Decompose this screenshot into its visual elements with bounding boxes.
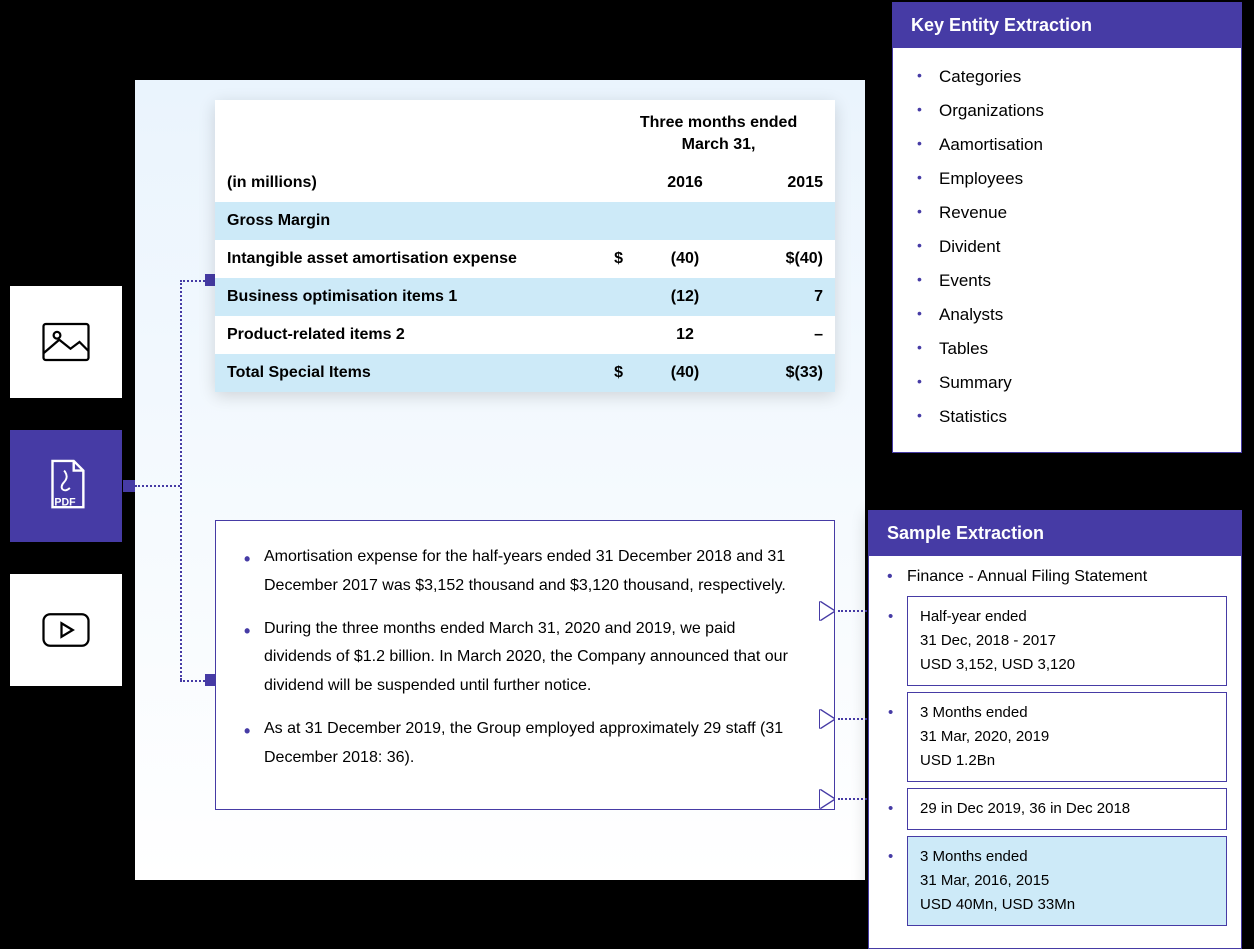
- entity-item[interactable]: Employees: [911, 162, 1223, 196]
- row-currency: [602, 316, 635, 354]
- connector-line: [135, 485, 180, 487]
- entity-item[interactable]: Revenue: [911, 196, 1223, 230]
- connector-dot: [123, 480, 135, 492]
- row-value-2015: $(40): [735, 240, 835, 278]
- entity-item[interactable]: Aamortisation: [911, 128, 1223, 162]
- connector-line: [180, 280, 205, 282]
- row-value-2016: 12: [635, 316, 735, 354]
- connector-line: [180, 680, 205, 682]
- row-label: Business optimisation items 1: [215, 278, 602, 316]
- entity-item[interactable]: Events: [911, 264, 1223, 298]
- arrow-icon: [820, 602, 834, 620]
- image-file-card[interactable]: [10, 286, 122, 398]
- row-value-2016: (12): [635, 278, 735, 316]
- pdf-file-card[interactable]: PDF: [10, 430, 122, 542]
- entity-item[interactable]: Organizations: [911, 94, 1223, 128]
- financial-table: Three months ended March 31, (in million…: [215, 100, 835, 392]
- row-value-2016: [635, 202, 735, 240]
- row-value-2015: 7: [735, 278, 835, 316]
- table-row: Business optimisation items 1 (12)7: [215, 278, 835, 316]
- table-row: Total Special Items$(40)$(33): [215, 354, 835, 392]
- sample-item[interactable]: 29 in Dec 2019, 36 in Dec 2018: [907, 788, 1227, 830]
- row-value-2015: $(33): [735, 354, 835, 392]
- table-unit-label: (in millions): [215, 164, 602, 202]
- sample-panel-title: Sample Extraction: [869, 511, 1241, 556]
- row-label: Gross Margin: [215, 202, 602, 240]
- table-col-2015: 2015: [735, 164, 835, 202]
- table-row: Product-related items 2 12–: [215, 316, 835, 354]
- arrow-icon: [820, 710, 834, 728]
- excerpt-item: During the three months ended March 31, …: [244, 615, 806, 701]
- sample-item[interactable]: 3 Months ended31 Mar, 2016, 2015USD 40Mn…: [907, 836, 1227, 926]
- svg-text:PDF: PDF: [54, 496, 76, 508]
- financial-table-card: Three months ended March 31, (in million…: [215, 100, 835, 392]
- row-currency: $: [602, 354, 635, 392]
- entity-item[interactable]: Analysts: [911, 298, 1223, 332]
- sample-category: Finance - Annual Filing Statement: [883, 568, 1227, 586]
- table-period-sub: March 31,: [602, 136, 835, 164]
- table-row: Gross Margin: [215, 202, 835, 240]
- row-currency: [602, 202, 635, 240]
- pdf-icon: PDF: [39, 459, 93, 513]
- sample-extraction-panel: Sample Extraction Finance - Annual Filin…: [868, 510, 1242, 949]
- excerpt-item: Amortisation expense for the half-years …: [244, 543, 806, 601]
- entity-extraction-panel: Key Entity Extraction CategoriesOrganiza…: [892, 2, 1242, 453]
- row-currency: $: [602, 240, 635, 278]
- table-period-header: Three months ended: [602, 100, 835, 136]
- entity-item[interactable]: Statistics: [911, 400, 1223, 434]
- row-currency: [602, 278, 635, 316]
- row-value-2015: [735, 202, 835, 240]
- row-value-2016: (40): [635, 240, 735, 278]
- entity-item[interactable]: Divident: [911, 230, 1223, 264]
- arrow-icon: [820, 790, 834, 808]
- table-col-2016: 2016: [635, 164, 735, 202]
- sample-item[interactable]: 3 Months ended31 Mar, 2020, 2019USD 1.2B…: [907, 692, 1227, 782]
- row-label: Total Special Items: [215, 354, 602, 392]
- row-value-2015: –: [735, 316, 835, 354]
- row-label: Intangible asset amortisation expense: [215, 240, 602, 278]
- entity-item[interactable]: Categories: [911, 60, 1223, 94]
- entity-panel-title: Key Entity Extraction: [893, 3, 1241, 48]
- row-label: Product-related items 2: [215, 316, 602, 354]
- play-icon: [39, 603, 93, 657]
- entity-item[interactable]: Summary: [911, 366, 1223, 400]
- video-file-card[interactable]: [10, 574, 122, 686]
- excerpt-item: As at 31 December 2019, the Group employ…: [244, 715, 806, 773]
- row-value-2016: (40): [635, 354, 735, 392]
- table-row: Intangible asset amortisation expense$(4…: [215, 240, 835, 278]
- image-icon: [39, 315, 93, 369]
- entity-item[interactable]: Tables: [911, 332, 1223, 366]
- connector-line: [180, 280, 182, 680]
- sample-item[interactable]: Half-year ended31 Dec, 2018 - 2017USD 3,…: [907, 596, 1227, 686]
- text-excerpt-card: Amortisation expense for the half-years …: [215, 520, 835, 810]
